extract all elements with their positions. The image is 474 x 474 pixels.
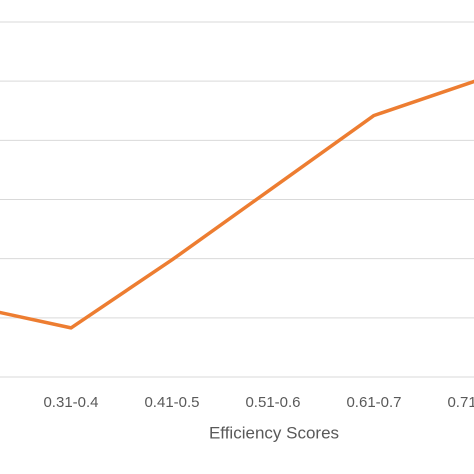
x-tick-label: 0.31-0.4 — [43, 394, 98, 411]
line — [0, 79, 474, 330]
x-tick-label: 0.71-0.8 — [447, 394, 474, 411]
x-tick-label: 0.41-0.5 — [144, 394, 199, 411]
x-tick-label: 0.51-0.6 — [245, 394, 300, 411]
x-tick-label: 0.61-0.7 — [346, 394, 401, 411]
x-axis-title: Efficiency Scores — [209, 423, 339, 442]
